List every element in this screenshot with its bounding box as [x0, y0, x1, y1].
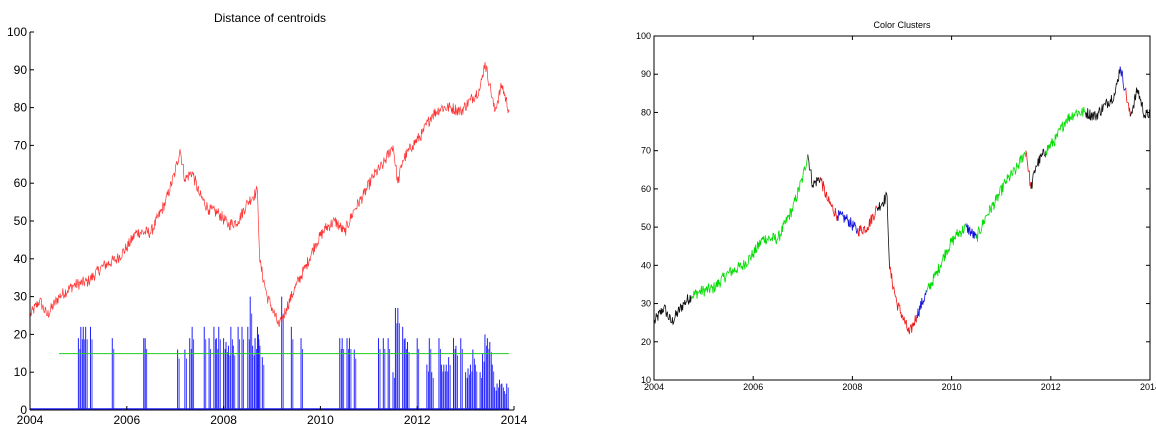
left-x-tick-label: 2004 — [17, 413, 44, 425]
color-clusters-chart: Color Clusters 10 20 30 40 50 60 70 80 90 100 2004… — [636, 20, 1156, 392]
left-y-tick-label: 70 — [14, 138, 28, 152]
left-x-tick-label: 2008 — [210, 413, 237, 425]
cluster-segment-black — [876, 191, 890, 270]
cluster-segment-black — [653, 294, 692, 326]
cluster-segment-green — [690, 154, 809, 299]
right-plot-area — [653, 66, 1151, 335]
left-x-tick-label: 2010 — [307, 413, 334, 425]
right-y-tick-label: 80 — [641, 107, 651, 117]
cluster-segment-blue — [837, 210, 858, 234]
cluster-segment-green — [926, 222, 967, 293]
left-plot-area — [29, 62, 510, 410]
left-y-tick-label: 100 — [7, 25, 27, 39]
right-x-tick-label: 2014 — [1140, 382, 1156, 392]
right-plot-frame — [653, 35, 1151, 381]
left-axes: 0 10 20 30 40 50 60 70 80 90 100 2004 2006 2008 2010 20… — [7, 25, 528, 425]
cluster-segment-black — [1085, 66, 1121, 121]
cluster-segment-red — [1025, 150, 1032, 189]
left-x-tick-label: 2014 — [501, 413, 528, 425]
right-x-tick-label: 2008 — [842, 382, 862, 392]
right-y-tick-label: 30 — [641, 299, 651, 309]
cluster-segment-blue — [916, 290, 928, 319]
cluster-segment-red — [1124, 87, 1131, 117]
cluster-segment-green — [1045, 107, 1086, 156]
right-y-tick-label: 10 — [641, 375, 651, 385]
right-y-tick-label: 20 — [641, 337, 651, 347]
left-chart-title: Distance of centroids — [214, 11, 326, 25]
right-y-tick-label: 40 — [641, 260, 651, 270]
cluster-segment-blue — [966, 223, 977, 239]
cluster-segment-red — [819, 177, 838, 221]
left-y-tick-label: 30 — [14, 290, 28, 304]
left-y-tick-label: 10 — [14, 365, 28, 379]
right-x-tick-label: 2006 — [743, 382, 763, 392]
distance-of-centroids-chart: Distance of centroids 0 10 20 30 40 50 60 70 80 9… — [7, 11, 528, 425]
cluster-segment-red — [857, 205, 878, 237]
cluster-segment-blue — [1119, 66, 1126, 92]
right-x-tick-label: 2010 — [942, 382, 962, 392]
left-y-tick-label: 0 — [20, 403, 27, 417]
price-line — [29, 62, 510, 327]
cluster-segment-black — [1030, 148, 1047, 189]
left-y-tick-label: 20 — [14, 327, 28, 341]
right-x-tick-label: 2004 — [644, 382, 664, 392]
right-y-tick-label: 60 — [641, 184, 651, 194]
left-x-tick-label: 2012 — [404, 413, 431, 425]
right-y-tick-label: 90 — [641, 69, 651, 79]
right-y-tick-label: 100 — [636, 31, 651, 41]
right-axes: 10 20 30 40 50 60 70 80 90 100 2004 2006 2008 2010 201… — [636, 31, 1156, 392]
left-y-tick-label: 90 — [14, 63, 28, 77]
right-x-tick-label: 2012 — [1041, 382, 1061, 392]
right-chart-title: Color Clusters — [873, 20, 931, 30]
right-y-tick-label: 50 — [641, 222, 651, 232]
right-y-tick-label: 70 — [641, 146, 651, 156]
cluster-segment-black — [1129, 87, 1151, 119]
cluster-segment-red — [889, 266, 918, 335]
cluster-segment-black — [807, 154, 821, 188]
left-y-tick-label: 50 — [14, 214, 28, 228]
left-y-tick-label: 60 — [14, 176, 28, 190]
left-y-tick-label: 40 — [14, 252, 28, 266]
cluster-segment-green — [976, 150, 1027, 242]
left-y-tick-label: 80 — [14, 101, 28, 115]
left-x-tick-label: 2006 — [113, 413, 140, 425]
